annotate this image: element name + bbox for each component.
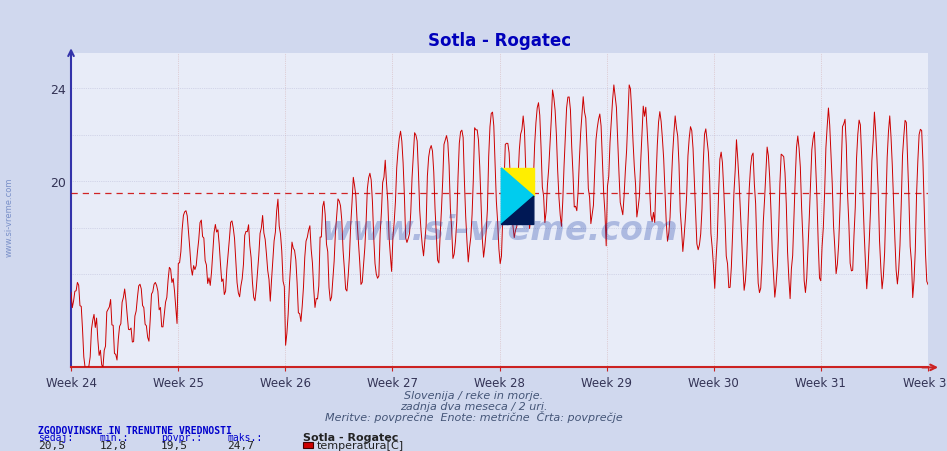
Polygon shape (501, 169, 534, 197)
Text: 24,7: 24,7 (227, 440, 255, 450)
Text: www.si-vreme.com: www.si-vreme.com (5, 177, 14, 256)
Text: min.:: min.: (99, 432, 129, 442)
Title: Sotla - Rogatec: Sotla - Rogatec (428, 32, 571, 50)
Text: zadnja dva meseca / 2 uri.: zadnja dva meseca / 2 uri. (400, 401, 547, 411)
Text: ZGODOVINSKE IN TRENUTNE VREDNOSTI: ZGODOVINSKE IN TRENUTNE VREDNOSTI (38, 425, 232, 435)
Text: Meritve: povprečne  Enote: metrične  Črta: povprečje: Meritve: povprečne Enote: metrične Črta:… (325, 410, 622, 422)
Polygon shape (501, 197, 534, 225)
Text: 19,5: 19,5 (161, 440, 188, 450)
Text: Sotla - Rogatec: Sotla - Rogatec (303, 432, 399, 442)
Text: povpr.:: povpr.: (161, 432, 202, 442)
Text: temperatura[C]: temperatura[C] (316, 440, 403, 450)
Text: maks.:: maks.: (227, 432, 262, 442)
Text: Slovenija / reke in morje.: Slovenija / reke in morje. (404, 390, 543, 400)
Text: 12,8: 12,8 (99, 440, 127, 450)
Text: 20,5: 20,5 (38, 440, 65, 450)
Text: www.si-vreme.com: www.si-vreme.com (321, 213, 678, 246)
Text: sedaj:: sedaj: (38, 432, 73, 442)
Polygon shape (501, 169, 534, 225)
